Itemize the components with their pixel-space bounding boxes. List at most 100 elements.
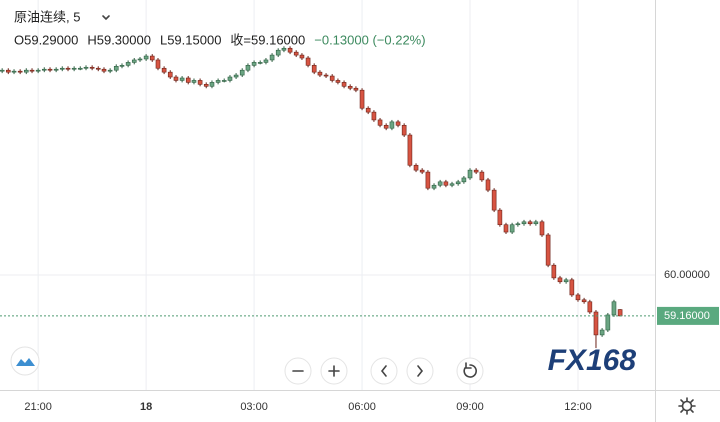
candle-body <box>503 224 509 233</box>
x-tick-label: 03:00 <box>240 401 268 413</box>
candle-body <box>215 80 221 83</box>
candle-body <box>581 299 587 303</box>
ohlc-legend: O59.29000 H59.30000 L59.15000 收=59.16000 −0.… <box>14 32 426 47</box>
zoom-in-button[interactable] <box>320 357 348 385</box>
zoom-out-button[interactable] <box>284 357 312 385</box>
x-tick-label: 18 <box>140 401 152 413</box>
candle-body <box>239 69 245 76</box>
x-tick-label: 09:00 <box>456 401 484 413</box>
candle-body <box>227 76 233 81</box>
candle-body <box>203 84 209 87</box>
plot-area <box>0 0 655 390</box>
candle-body <box>593 311 599 336</box>
candle-body <box>53 68 59 71</box>
candle-body <box>311 65 317 73</box>
candle-body <box>17 70 23 73</box>
candle-body <box>11 70 17 73</box>
candle-body <box>545 234 551 266</box>
logo-cloud[interactable] <box>10 346 40 376</box>
candle-body <box>29 69 35 72</box>
candle-body <box>455 181 461 185</box>
candle-body <box>413 164 419 171</box>
candle-body <box>353 87 359 91</box>
candle-body <box>437 181 443 186</box>
candle-body <box>287 47 293 53</box>
legend-item: −0.13000 (−0.22%) <box>314 32 425 47</box>
settings-button[interactable] <box>678 397 696 415</box>
candle-body <box>575 294 581 301</box>
candle-body <box>23 69 29 73</box>
candle-body <box>509 224 515 233</box>
candle-body <box>173 76 179 81</box>
candle-body <box>281 47 287 51</box>
x-tick-label: 21:00 <box>24 401 52 413</box>
candle-body <box>467 169 473 179</box>
candle-body <box>125 62 131 66</box>
candle-body <box>461 177 467 183</box>
candle-body <box>35 69 41 72</box>
candle-body <box>521 221 527 225</box>
candle-body <box>119 65 125 67</box>
candle-body <box>395 121 401 126</box>
candle-body <box>251 62 257 66</box>
legend-item: L59.15000 <box>160 32 221 47</box>
candle-body <box>497 209 503 226</box>
candle-body <box>419 169 425 173</box>
symbol-menu[interactable] <box>102 15 110 21</box>
legend-item: H59.30000 <box>87 32 151 47</box>
candle-body <box>107 69 113 72</box>
scroll-left-button[interactable] <box>370 357 398 385</box>
candle-body <box>185 77 191 83</box>
candle-body <box>269 54 275 61</box>
candle-body <box>377 119 383 126</box>
candle-body <box>383 124 389 129</box>
candle-body <box>407 134 413 166</box>
candle-body <box>95 67 101 70</box>
candle-body <box>527 221 533 225</box>
candle-body <box>587 301 593 313</box>
candle-body <box>161 67 167 73</box>
candle-body <box>323 74 329 77</box>
x-tick-label: 12:00 <box>564 401 592 413</box>
candle-body <box>389 121 395 129</box>
candle-body <box>305 57 311 66</box>
candle-body <box>329 75 335 81</box>
candle-body <box>611 301 617 316</box>
candle-body <box>479 171 485 181</box>
candle-body <box>47 68 53 71</box>
candle-body <box>299 54 305 59</box>
logo: FX168 <box>548 344 637 377</box>
x-tick-label: 06:00 <box>348 401 376 413</box>
candle-body <box>89 66 95 69</box>
candle-body <box>605 314 611 331</box>
candle-body <box>83 66 89 69</box>
candle-body <box>209 82 215 87</box>
last-price-box <box>657 306 719 325</box>
candle-body <box>197 80 203 85</box>
candle-body <box>347 85 353 89</box>
candle-body <box>221 80 227 82</box>
candle-body <box>155 59 161 69</box>
candle-body <box>245 65 251 71</box>
candle-body <box>425 171 431 189</box>
candle-body <box>371 111 377 121</box>
candle-body <box>143 55 149 60</box>
candle-body <box>0 69 5 72</box>
candle-body <box>41 68 47 71</box>
candle-body <box>443 181 449 186</box>
candle-body <box>335 80 341 83</box>
candle-body <box>341 82 347 87</box>
candle-body <box>71 67 77 70</box>
candle-body <box>257 62 263 64</box>
scroll-right-button[interactable] <box>406 357 434 385</box>
reset-button[interactable] <box>456 357 484 385</box>
candle-body <box>551 264 557 279</box>
candle-body <box>293 51 299 56</box>
candle-body <box>533 221 539 225</box>
candle-body <box>149 55 155 61</box>
candle-body <box>59 67 65 70</box>
candle-body <box>233 74 239 78</box>
y-tick-label: 60.00000 <box>664 269 710 281</box>
candle-body <box>191 80 197 83</box>
